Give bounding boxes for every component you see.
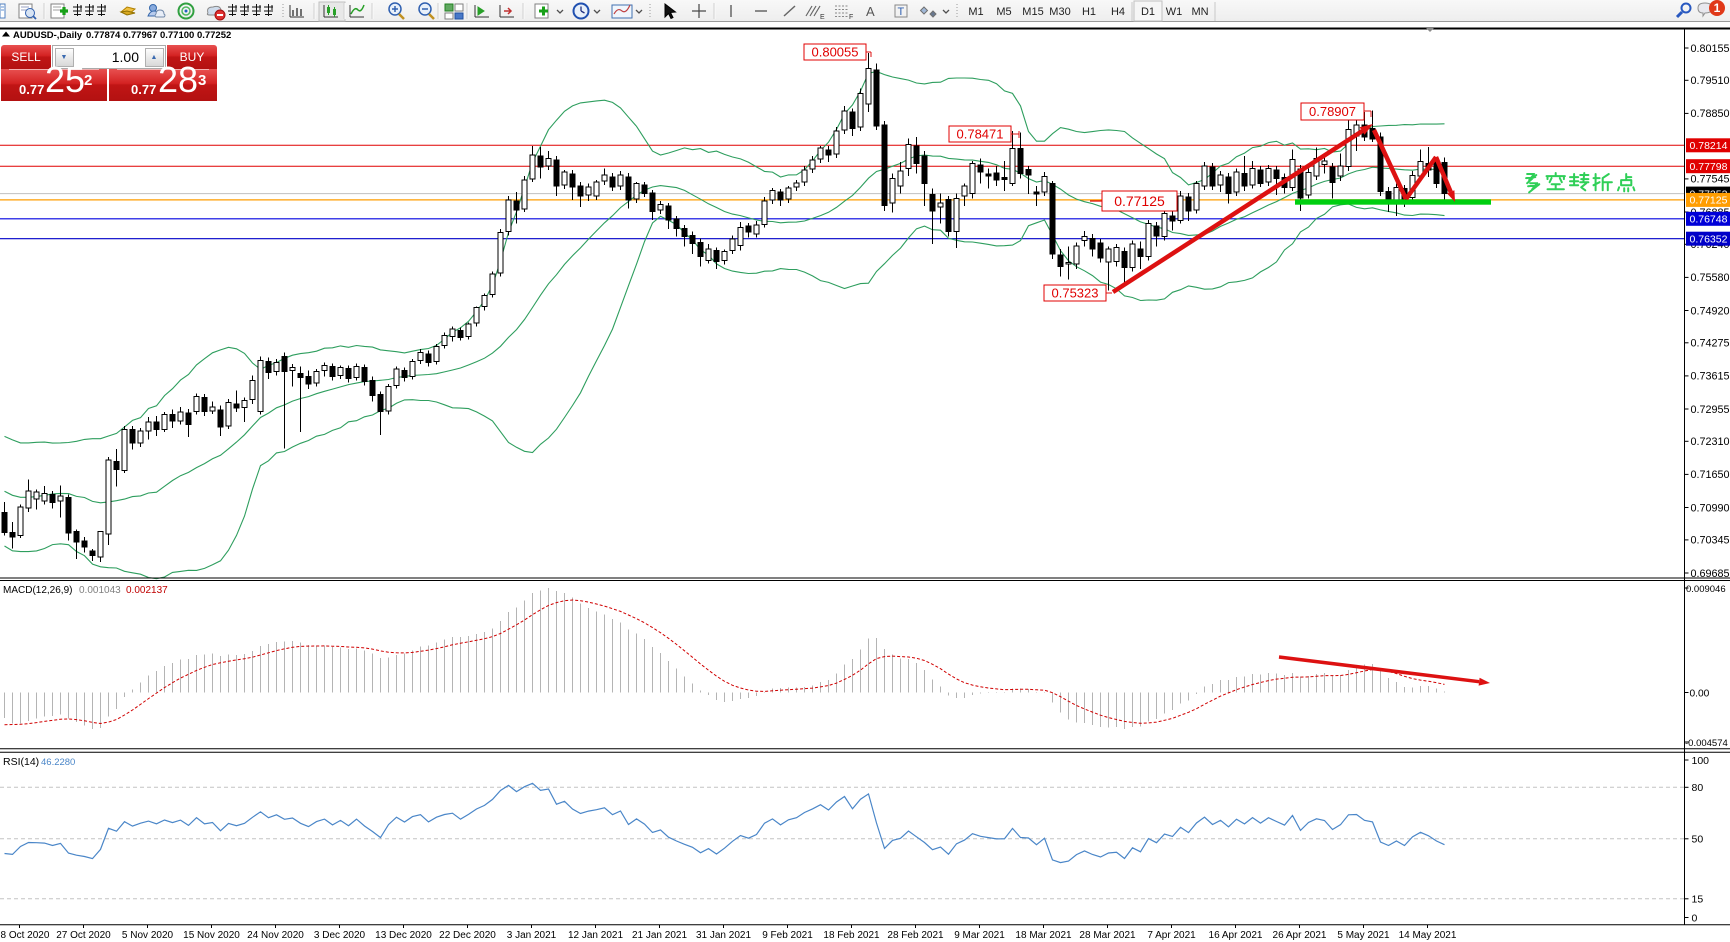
svg-text:H4: H4 bbox=[1111, 6, 1125, 18]
svg-text:28 Mar 2021: 28 Mar 2021 bbox=[1079, 930, 1136, 941]
svg-text:0.77125: 0.77125 bbox=[1690, 195, 1728, 207]
svg-text:0.79510: 0.79510 bbox=[1691, 75, 1730, 87]
svg-text:0.73615: 0.73615 bbox=[1691, 371, 1730, 383]
svg-text:0: 0 bbox=[1692, 912, 1698, 924]
svg-text:27 Oct 2020: 27 Oct 2020 bbox=[56, 930, 111, 941]
svg-text:0.78214: 0.78214 bbox=[1690, 140, 1728, 152]
svg-text:M30: M30 bbox=[1049, 6, 1070, 18]
svg-text:24 Nov 2020: 24 Nov 2020 bbox=[247, 930, 304, 941]
svg-text:0.70990: 0.70990 bbox=[1691, 502, 1730, 514]
svg-text:M15: M15 bbox=[1022, 6, 1043, 18]
svg-text:M5: M5 bbox=[996, 6, 1011, 18]
svg-text:80: 80 bbox=[1692, 782, 1704, 794]
svg-text:18 Feb 2021: 18 Feb 2021 bbox=[823, 930, 880, 941]
svg-text:31 Jan 2021: 31 Jan 2021 bbox=[696, 930, 751, 941]
svg-text:AUDUSD-,Daily: AUDUSD-,Daily bbox=[13, 30, 83, 41]
svg-text:5 May 2021: 5 May 2021 bbox=[1337, 930, 1390, 941]
svg-text:46.2280: 46.2280 bbox=[41, 757, 75, 768]
svg-text:0.70345: 0.70345 bbox=[1691, 535, 1730, 547]
svg-text:0.69685: 0.69685 bbox=[1691, 568, 1730, 580]
svg-text:14 May 2021: 14 May 2021 bbox=[1399, 930, 1457, 941]
svg-text:F: F bbox=[849, 14, 853, 21]
svg-text:0.74920: 0.74920 bbox=[1691, 305, 1730, 317]
svg-text:0.009046: 0.009046 bbox=[1686, 584, 1726, 595]
svg-text:0.77798: 0.77798 bbox=[1690, 161, 1728, 173]
svg-text:M1: M1 bbox=[968, 6, 983, 18]
svg-text:0.75323: 0.75323 bbox=[1052, 286, 1099, 301]
svg-text:9 Feb 2021: 9 Feb 2021 bbox=[762, 930, 813, 941]
svg-text:0.75580: 0.75580 bbox=[1691, 272, 1730, 284]
svg-text:0.80055: 0.80055 bbox=[812, 45, 859, 60]
svg-text:RSI(14): RSI(14) bbox=[3, 756, 39, 768]
svg-text:T: T bbox=[898, 6, 905, 18]
svg-text:H1: H1 bbox=[1082, 6, 1096, 18]
svg-text:E: E bbox=[820, 14, 825, 21]
svg-text:22 Dec 2020: 22 Dec 2020 bbox=[439, 930, 496, 941]
svg-text:12 Jan 2021: 12 Jan 2021 bbox=[568, 930, 623, 941]
svg-text:3 Jan 2021: 3 Jan 2021 bbox=[507, 930, 557, 941]
svg-text:0.002137: 0.002137 bbox=[126, 585, 168, 596]
svg-text:0.76352: 0.76352 bbox=[1690, 234, 1728, 246]
svg-text:0.77125: 0.77125 bbox=[1114, 193, 1165, 209]
svg-text:15: 15 bbox=[1692, 894, 1704, 906]
svg-text:8 Oct 2020: 8 Oct 2020 bbox=[1, 930, 50, 941]
svg-text:1: 1 bbox=[1714, 1, 1721, 15]
svg-text:16 Apr 2021: 16 Apr 2021 bbox=[1209, 930, 1263, 941]
svg-text:9 Mar 2021: 9 Mar 2021 bbox=[954, 930, 1005, 941]
svg-text:18 Mar 2021: 18 Mar 2021 bbox=[1015, 930, 1072, 941]
svg-text:0.74275: 0.74275 bbox=[1691, 338, 1730, 350]
svg-text:0.72310: 0.72310 bbox=[1691, 436, 1730, 448]
svg-text:W1: W1 bbox=[1166, 6, 1183, 18]
svg-text:100: 100 bbox=[1692, 755, 1710, 767]
svg-text:0.78471: 0.78471 bbox=[957, 127, 1004, 142]
svg-text:21 Jan 2021: 21 Jan 2021 bbox=[632, 930, 687, 941]
svg-text:-0.004574: -0.004574 bbox=[1685, 738, 1728, 749]
svg-text:0.77874 0.77967 0.77100 0.7725: 0.77874 0.77967 0.77100 0.77252 bbox=[86, 30, 231, 41]
svg-text:26 Apr 2021: 26 Apr 2021 bbox=[1273, 930, 1327, 941]
svg-text:0.78850: 0.78850 bbox=[1691, 108, 1730, 120]
svg-text:0.001043: 0.001043 bbox=[79, 585, 121, 596]
svg-text:3 Dec 2020: 3 Dec 2020 bbox=[314, 930, 366, 941]
svg-text:0.80155: 0.80155 bbox=[1691, 43, 1730, 55]
svg-text:28 Feb 2021: 28 Feb 2021 bbox=[887, 930, 944, 941]
svg-text:0.78907: 0.78907 bbox=[1309, 104, 1356, 119]
svg-text:7 Apr 2021: 7 Apr 2021 bbox=[1147, 930, 1196, 941]
svg-text:0.77545: 0.77545 bbox=[1691, 174, 1730, 186]
svg-text:D1: D1 bbox=[1141, 6, 1155, 18]
svg-text:0.71650: 0.71650 bbox=[1691, 469, 1730, 481]
svg-text:13 Dec 2020: 13 Dec 2020 bbox=[375, 930, 432, 941]
svg-text:0.76748: 0.76748 bbox=[1690, 214, 1728, 226]
svg-text:A: A bbox=[866, 4, 875, 19]
svg-text:50: 50 bbox=[1692, 834, 1704, 846]
svg-text:15 Nov 2020: 15 Nov 2020 bbox=[183, 930, 240, 941]
svg-text:MACD(12,26,9): MACD(12,26,9) bbox=[3, 585, 72, 596]
svg-text:0.72955: 0.72955 bbox=[1691, 404, 1730, 416]
svg-text:0.00: 0.00 bbox=[1690, 688, 1710, 699]
svg-text:MN: MN bbox=[1191, 6, 1208, 18]
svg-text:5 Nov 2020: 5 Nov 2020 bbox=[122, 930, 174, 941]
